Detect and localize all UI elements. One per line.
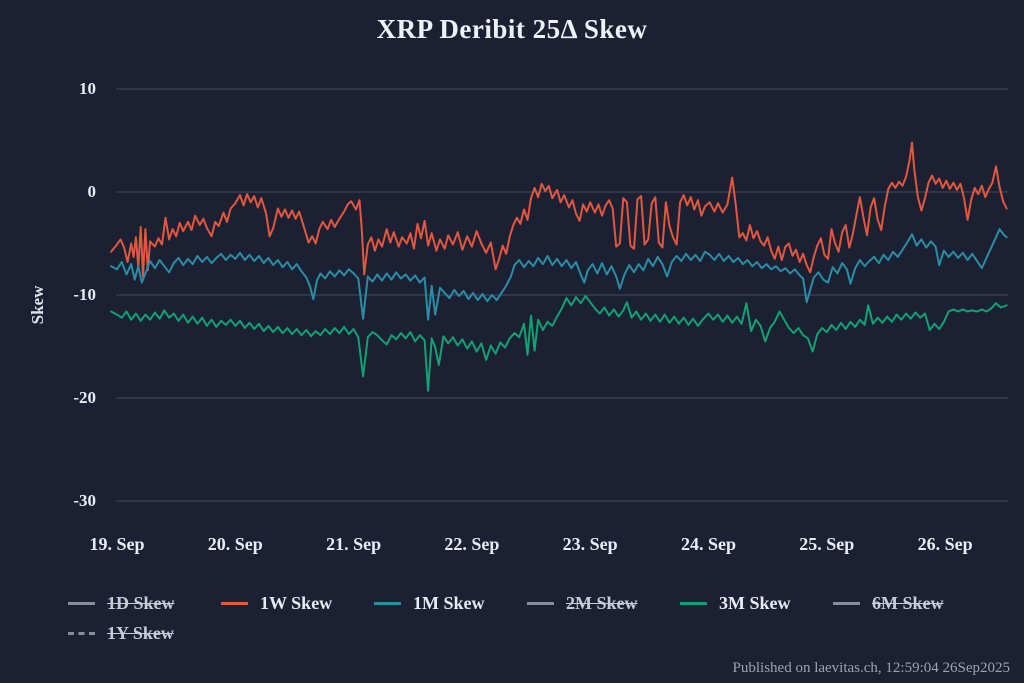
y-axis-title: Skew <box>28 285 47 325</box>
legend-label: 1Y Skew <box>107 622 174 643</box>
x-tick-label: 19. Sep <box>89 534 145 554</box>
legend-label: 1W Skew <box>260 592 333 613</box>
watermark-text: Published on laevitas.ch, 12:59:04 26Sep… <box>732 660 1010 676</box>
legend-label: 3M Skew <box>719 592 791 613</box>
legend-item-3m-skew[interactable]: 3M Skew <box>680 588 833 618</box>
legend-swatch-6m-skew <box>833 601 860 605</box>
y-tick-label: -30 <box>73 491 96 510</box>
legend-swatch-3m-skew <box>680 601 707 605</box>
legend-item-2m-skew[interactable]: 2M Skew <box>527 588 680 618</box>
y-tick-label: -20 <box>73 388 96 407</box>
legend: 1D Skew 1W Skew 1M Skew 2M Skew 3M Skew 6M Sk… <box>68 588 998 648</box>
legend-label: 1M Skew <box>413 592 485 613</box>
series-line-1m-skew[interactable] <box>110 228 1008 321</box>
x-tick-label: 20. Sep <box>207 534 263 554</box>
legend-swatch-1y-skew <box>68 631 95 635</box>
x-tick-label: 21. Sep <box>326 534 382 554</box>
legend-swatch-2m-skew <box>527 601 554 605</box>
legend-item-1y-skew[interactable]: 1Y Skew <box>68 618 221 648</box>
legend-label: 6M Skew <box>872 592 944 613</box>
legend-item-6m-skew[interactable]: 6M Skew <box>833 588 986 618</box>
series-line-1w-skew[interactable] <box>110 141 1008 278</box>
x-tick-label: 22. Sep <box>444 534 500 554</box>
x-tick-label: 25. Sep <box>799 534 855 554</box>
y-tick-label: 10 <box>79 79 96 98</box>
x-tick-label: 23. Sep <box>562 534 618 554</box>
legend-item-1w-skew[interactable]: 1W Skew <box>221 588 374 618</box>
y-tick-label: -10 <box>73 285 96 304</box>
legend-label: 1D Skew <box>107 592 175 613</box>
legend-item-1m-skew[interactable]: 1M Skew <box>374 588 527 618</box>
x-tick-label: 24. Sep <box>680 534 736 554</box>
legend-label: 2M Skew <box>566 592 638 613</box>
series-line-3m-skew[interactable] <box>110 295 1008 392</box>
y-tick-label: 0 <box>87 182 97 201</box>
legend-item-1d-skew[interactable]: 1D Skew <box>68 588 221 618</box>
legend-swatch-1m-skew <box>374 601 401 605</box>
legend-swatch-1w-skew <box>221 601 248 605</box>
x-tick-label: 26. Sep <box>917 534 973 554</box>
legend-swatch-1d-skew <box>68 601 95 605</box>
chart-title: XRP Deribit 25Δ Skew <box>376 14 648 44</box>
